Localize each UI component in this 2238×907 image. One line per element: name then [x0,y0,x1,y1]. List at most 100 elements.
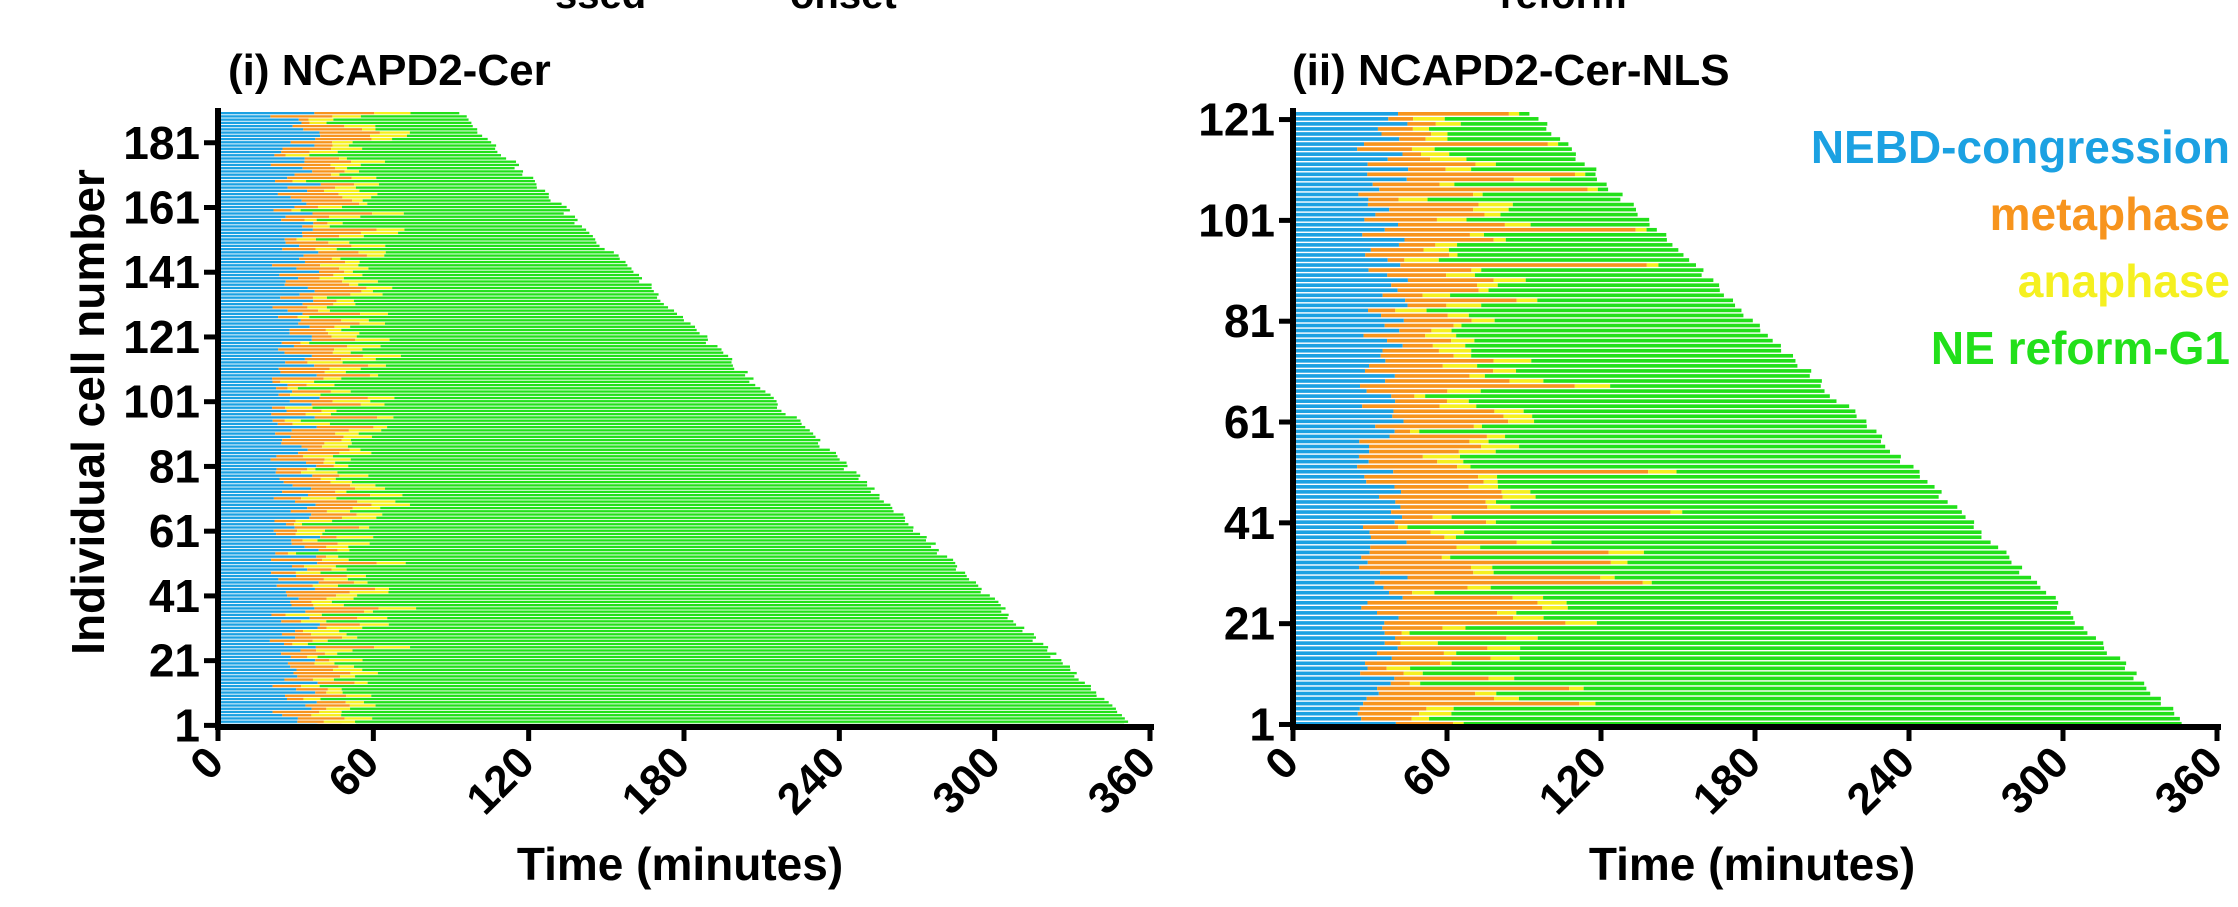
bar-anaphase [1431,132,1448,136]
bar-anaphase [1414,394,1426,398]
bar-metaphase [1360,384,1575,388]
bar-metaphase [272,419,285,422]
bar-metaphase [306,461,324,464]
cell-row-24 [1293,606,2057,610]
bar-metaphase [1366,696,1495,701]
bar-anaphase [1440,661,1452,666]
bar-metaphase [1401,490,1502,494]
bar-congression [1293,490,1402,494]
bar-g1 [1537,298,1734,303]
x-tick-label: 240 [1838,737,1925,824]
bar-congression [218,701,317,704]
bar-anaphase [292,642,308,646]
bar-anaphase [300,341,310,345]
cell-row-13 [1293,661,2127,666]
bar-metaphase [1362,404,1440,409]
y-tick-label: 1 [1249,698,1275,750]
bar-anaphase [369,374,379,377]
bar-anaphase [1469,232,1484,237]
bar-anaphase [331,335,357,338]
bar-metaphase [1402,152,1421,156]
bar-g1 [416,607,1006,610]
cell-row-99 [218,406,777,409]
bar-g1 [1596,621,2075,625]
bar-anaphase [350,293,383,296]
bar-g1 [1468,399,1837,403]
cell-row-42 [218,591,981,594]
legend-anaphase: anaphase [2018,255,2230,307]
bar-metaphase [297,675,341,678]
bar-metaphase [1368,268,1472,272]
bar-metaphase [284,678,313,681]
cell-row-89 [218,438,821,442]
bar-anaphase [1442,364,1478,368]
bar-congression [218,293,300,296]
cell-row-170 [218,176,534,180]
bar-g1 [1444,117,1539,121]
bar-congression [1293,162,1368,167]
bar-anaphase [1445,167,1472,172]
cell-row-12 [1293,666,2125,671]
bar-g1 [1483,232,1667,237]
cell-row-151 [218,238,596,241]
bar-anaphase [332,141,353,144]
bar-metaphase [1364,369,1494,373]
cell-row-176 [218,157,507,160]
bar-congression [1293,227,1385,232]
cell-row-44 [1293,505,1958,509]
cell-row-163 [218,199,551,202]
bar-g1 [1543,379,1822,383]
bar-metaphase [298,451,340,455]
legend: NEBD-congression metaphase anaphase NE r… [1811,121,2230,374]
cell-row-169 [218,179,535,183]
bar-g1 [380,506,893,510]
bar-metaphase [296,574,347,578]
bar-congression [218,519,275,523]
bar-congression [218,267,297,270]
bar-congression [1293,651,1377,656]
bar-metaphase [296,668,334,672]
bar-anaphase [1487,646,1521,650]
bar-congression [1293,389,1367,393]
cell-row-24 [218,649,1048,652]
bar-anaphase [1574,384,1611,388]
bar-congression [218,688,297,691]
bar-g1 [340,257,620,260]
bar-g1 [1682,510,1962,514]
cell-row-28 [1293,585,2041,590]
bar-metaphase [282,147,332,150]
bar-anaphase [330,481,352,484]
bar-anaphase [1542,606,1568,610]
bar-congression [1293,681,1391,686]
bar-congression [1293,716,1362,721]
bar-g1 [345,370,748,374]
bar-metaphase [285,215,330,218]
cell-row-95 [1293,248,1679,252]
bar-congression [1293,631,1385,635]
bar-congression [218,461,307,464]
bar-g1 [335,565,958,568]
cell-row-107 [218,380,750,383]
bar-g1 [358,264,628,267]
bar-g1 [351,481,868,484]
bar-anaphase [1501,490,1531,494]
bar-metaphase [314,607,379,610]
bar-g1 [359,189,546,193]
bar-congression [1293,595,1403,600]
bar-anaphase [326,545,349,549]
cell-row-115 [218,354,729,358]
bar-congression [218,173,295,176]
cell-row-65 [218,516,906,519]
cell-row-73 [218,490,871,494]
bar-anaphase [1484,212,1501,217]
bar-congression [1293,485,1395,489]
cell-row-121 [218,335,708,338]
bar-g1 [1481,303,1736,308]
bar-congression [1293,394,1392,398]
bar-metaphase [1394,520,1487,524]
bar-g1 [1488,288,1720,293]
bar-anaphase [1439,182,1455,187]
bar-g1 [346,157,507,160]
bar-g1 [1494,318,1753,323]
cell-row-68 [1293,384,1821,388]
